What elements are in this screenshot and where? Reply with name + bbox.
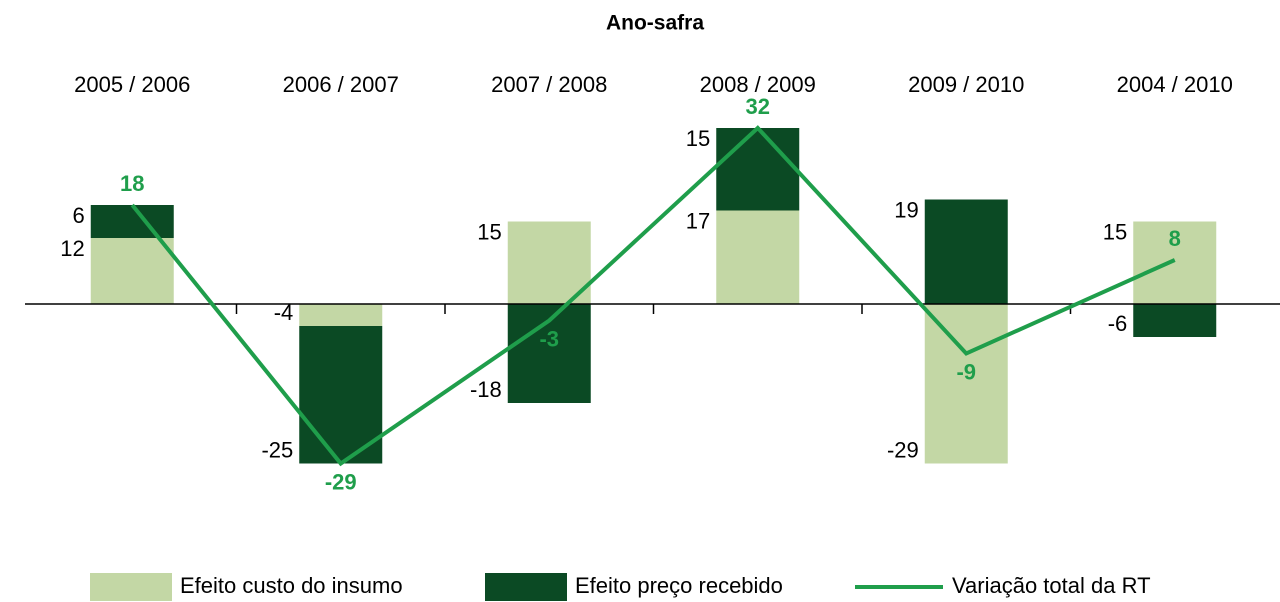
total-line <box>130 125 1176 467</box>
legend-swatch <box>90 573 172 601</box>
category-label: 2009 / 2010 <box>908 72 1024 97</box>
bar-segment <box>299 326 383 464</box>
legend-label: Efeito custo do insumo <box>180 573 403 598</box>
bar-segment <box>1133 221 1217 304</box>
line-value-label: -29 <box>325 469 357 494</box>
line-value-label: -9 <box>956 359 976 384</box>
category-label: 2008 / 2009 <box>700 72 816 97</box>
line-value-label: 32 <box>746 94 770 119</box>
bar-segment <box>507 221 591 304</box>
line-value-label: -3 <box>539 326 559 351</box>
bar-value-label: -6 <box>1108 311 1128 336</box>
bar-segment <box>90 238 174 304</box>
category-label: 2005 / 2006 <box>74 72 190 97</box>
bar-segment <box>716 210 800 304</box>
bar-segment <box>716 128 800 211</box>
bar-segment <box>924 304 1008 464</box>
bar-segment <box>299 304 383 326</box>
category-label: 2004 / 2010 <box>1117 72 1233 97</box>
category-label: 2007 / 2008 <box>491 72 607 97</box>
bar-value-label: 15 <box>477 219 501 244</box>
bar-value-label: -18 <box>470 377 502 402</box>
chart-title: Ano-safra <box>606 12 704 35</box>
bar-value-label: 15 <box>1103 219 1127 244</box>
line-value-label: 8 <box>1169 226 1181 251</box>
bar-value-label: 17 <box>686 208 710 233</box>
bar-segment <box>90 205 174 238</box>
legend-label: Variação total da RT <box>952 573 1151 598</box>
bar-value-label: 12 <box>60 236 84 261</box>
legend-label: Efeito preço recebido <box>575 573 783 598</box>
legend-swatch <box>485 573 567 601</box>
bar-segment <box>924 199 1008 304</box>
line-value-label: 18 <box>120 171 144 196</box>
bar-value-label: -4 <box>274 300 294 325</box>
bar-value-label: 6 <box>73 203 85 228</box>
bar-value-label: 15 <box>686 126 710 151</box>
bar-segment <box>1133 304 1217 337</box>
category-label: 2006 / 2007 <box>283 72 399 97</box>
bar-value-label: -29 <box>887 437 919 462</box>
bar-value-label: -25 <box>261 437 293 462</box>
bar-value-label: 19 <box>894 197 918 222</box>
